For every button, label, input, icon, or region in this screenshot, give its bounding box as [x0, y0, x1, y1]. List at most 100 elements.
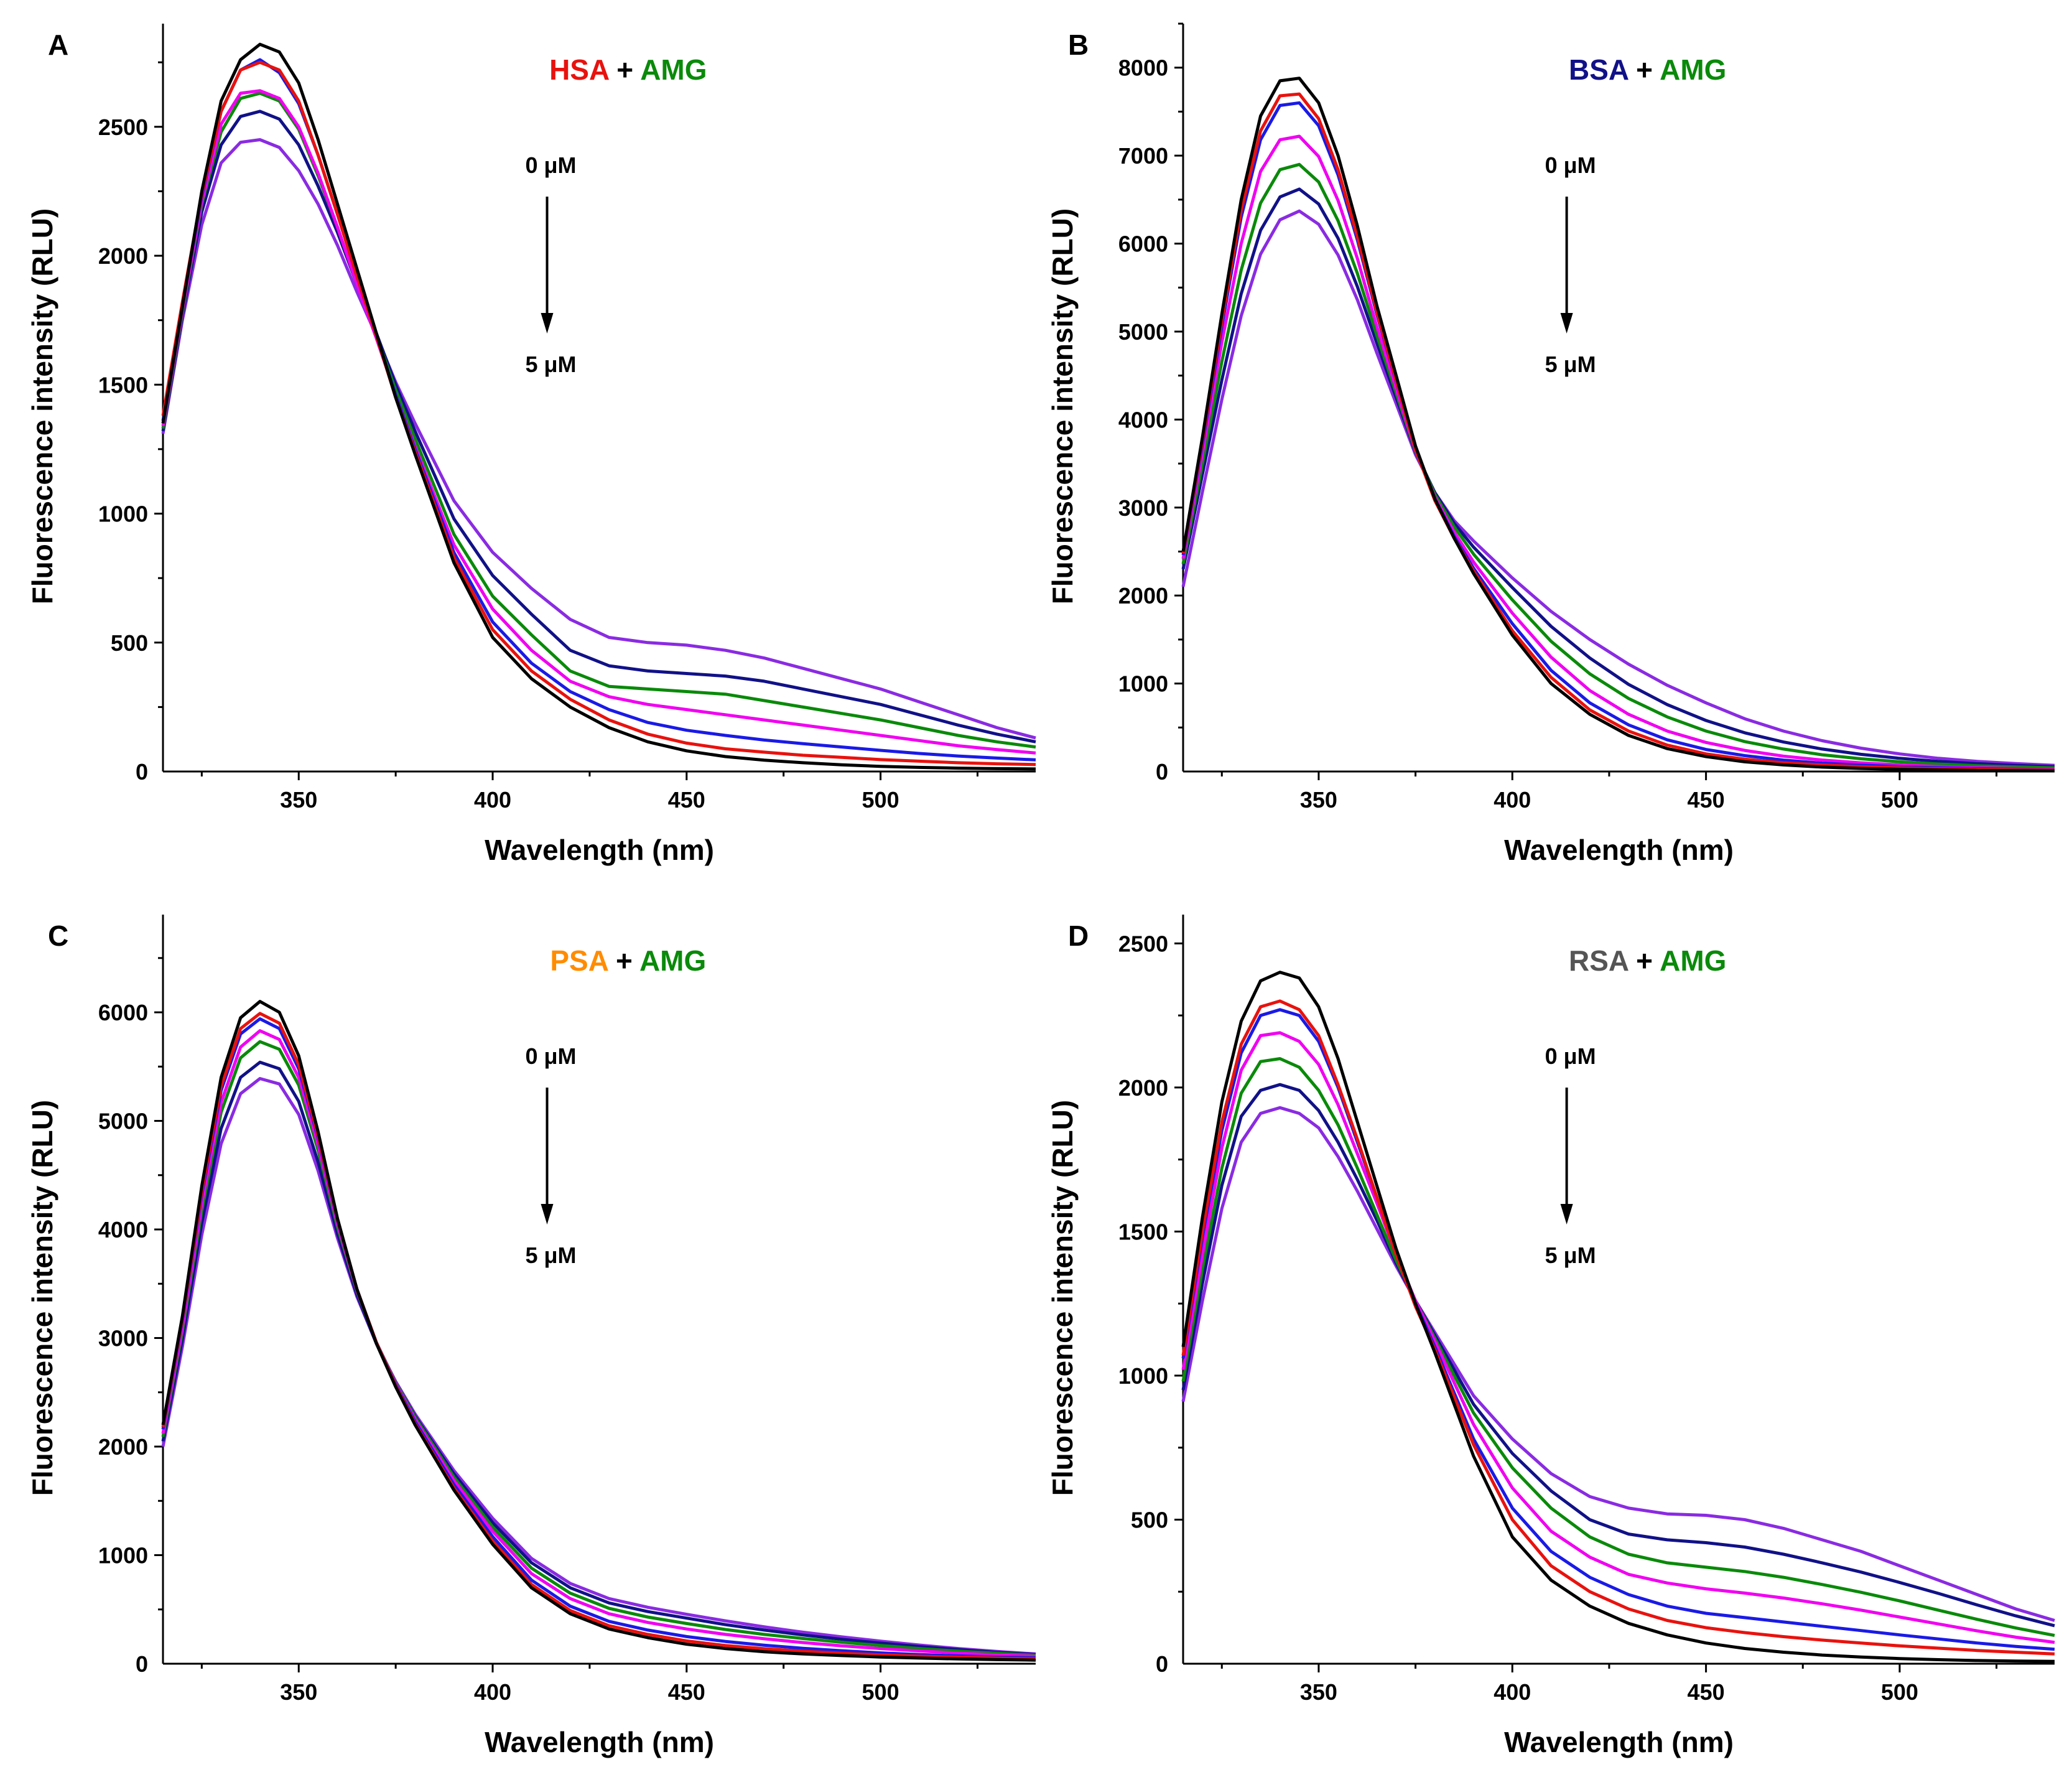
x-tick-label: 350 — [280, 1679, 317, 1705]
series-line-magenta — [161, 1029, 1036, 1658]
y-tick-label: 500 — [1131, 1507, 1168, 1532]
y-axis-title: Fluorescence intensity (RLU) — [26, 208, 58, 604]
y-tick-label: 2000 — [98, 1434, 148, 1460]
x-tick-label: 450 — [1688, 787, 1725, 813]
series-line-black — [1181, 971, 2055, 1663]
panel-letter: B — [1068, 29, 1089, 61]
panel-title-part: AMG — [640, 54, 707, 86]
series-line-magenta — [1181, 134, 2055, 771]
x-tick-label: 450 — [668, 787, 705, 813]
y-tick-label: 2000 — [98, 243, 148, 269]
panel-letter: A — [48, 29, 68, 61]
x-tick-label: 350 — [280, 787, 317, 813]
series-line-black — [1181, 77, 2055, 773]
y-tick-label: 0 — [136, 759, 148, 785]
panel-title-part: BSA — [1569, 54, 1628, 86]
series-line-navy — [1181, 187, 2055, 768]
x-tick-label: 400 — [1494, 787, 1531, 813]
series-line-black — [161, 1000, 1036, 1662]
y-tick-label: 1500 — [98, 372, 148, 398]
panel-title-part: + — [1628, 54, 1660, 86]
panel-title-part: RSA — [1569, 944, 1628, 977]
series-line-violet — [161, 138, 1036, 740]
y-tick-label: 2500 — [1118, 931, 1168, 956]
series-line-black — [161, 42, 1036, 771]
concentration-start-label: 0 μM — [1545, 1043, 1596, 1069]
y-tick-label: 2000 — [1118, 1075, 1168, 1101]
series-line-magenta — [1181, 1031, 2055, 1644]
y-tick-label: 0 — [1156, 1651, 1168, 1677]
y-tick-label: 4000 — [98, 1217, 148, 1242]
y-axis-title: Fluorescence intensity (RLU) — [26, 1100, 58, 1496]
panel-title: RSA + AMG — [1569, 944, 1726, 977]
y-tick-label: 1000 — [98, 1543, 148, 1569]
x-axis-title: Wavelength (nm) — [485, 1726, 714, 1758]
panel-title: HSA + AMG — [549, 54, 707, 86]
series-line-blue — [161, 58, 1036, 762]
series-line-blue — [1181, 101, 2055, 772]
y-axis-title: Fluorescence intensity (RLU) — [1046, 1100, 1079, 1496]
concentration-end-label: 5 μM — [1545, 352, 1596, 377]
chart-panel-d: 350 400 450 500 0 500 1000 1500 2000 2500 Waveleng… — [1046, 915, 2055, 1758]
y-tick-label: 0 — [136, 1651, 148, 1677]
series-line-red — [1181, 999, 2055, 1656]
panel-letter: C — [48, 920, 68, 952]
panel-title-part: HSA — [549, 54, 609, 86]
y-tick-label: 3000 — [1118, 495, 1168, 521]
concentration-end-label: 5 μM — [525, 1242, 576, 1268]
series-line-red — [161, 1012, 1036, 1661]
x-tick-label: 350 — [1300, 1679, 1337, 1705]
panel-title: BSA + AMG — [1569, 54, 1726, 86]
concentration-start-label: 0 μM — [525, 1043, 576, 1069]
x-tick-label: 400 — [1494, 1679, 1531, 1705]
x-tick-label: 400 — [474, 787, 511, 813]
x-tick-label: 500 — [862, 1679, 899, 1705]
series-line-violet — [1181, 209, 2055, 767]
y-tick-label: 6000 — [98, 1000, 148, 1025]
panel-title-part: + — [608, 54, 640, 86]
y-tick-label: 1000 — [1118, 671, 1168, 697]
series-line-navy — [161, 1060, 1036, 1656]
y-tick-label: 500 — [111, 630, 148, 656]
y-tick-label: 1000 — [1118, 1363, 1168, 1389]
series-line-blue — [1181, 1008, 2055, 1651]
panel-title-part: PSA — [550, 944, 608, 977]
series-line-violet — [161, 1077, 1036, 1656]
panel-title-part: AMG — [1660, 54, 1726, 86]
panel-title-part: AMG — [1660, 944, 1726, 977]
concentration-start-label: 0 μM — [525, 152, 576, 178]
arrow-down-icon — [1560, 313, 1573, 333]
x-tick-label: 400 — [474, 1679, 511, 1705]
series-line-green — [161, 91, 1036, 749]
y-tick-label: 5000 — [98, 1109, 148, 1134]
chart-panel-b: 350 400 450 5000100020003000400050006000700… — [1046, 22, 2055, 866]
series-line-blue — [161, 1017, 1036, 1660]
x-tick-label: 500 — [1881, 787, 1918, 813]
series-line-violet — [1181, 1106, 2055, 1622]
y-tick-label: 7000 — [1118, 143, 1168, 169]
y-tick-label: 1000 — [98, 501, 148, 527]
y-tick-label: 0 — [1156, 759, 1168, 785]
chart-panel-a: 350 400 450 500 0 500 1000 1500 2000 2500 Waveleng… — [26, 24, 1036, 866]
y-tick-label: 2000 — [1118, 583, 1168, 608]
series-line-green — [1181, 162, 2055, 770]
y-tick-label: 2500 — [98, 114, 148, 140]
concentration-end-label: 5 μM — [1545, 1242, 1596, 1268]
y-tick-label: 5000 — [1118, 319, 1168, 345]
panel-title-part: + — [608, 944, 639, 977]
x-axis-title: Wavelength (nm) — [1504, 834, 1734, 866]
series-line-navy — [161, 110, 1036, 744]
series-line-green — [1181, 1057, 2055, 1638]
x-axis-title: Wavelength (nm) — [485, 834, 714, 866]
y-tick-label: 8000 — [1118, 55, 1168, 81]
y-tick-label: 4000 — [1118, 407, 1168, 432]
panel-title: PSA + AMG — [550, 944, 706, 977]
x-tick-label: 450 — [668, 1679, 705, 1705]
x-tick-label: 500 — [1881, 1679, 1918, 1705]
concentration-end-label: 5 μM — [525, 352, 576, 377]
arrow-down-icon — [541, 1204, 554, 1224]
chart-panel-c: 350 400 450 5000100020003000400050006000Wav… — [26, 915, 1036, 1758]
x-tick-label: 500 — [862, 787, 899, 813]
concentration-start-label: 0 μM — [1545, 152, 1596, 178]
